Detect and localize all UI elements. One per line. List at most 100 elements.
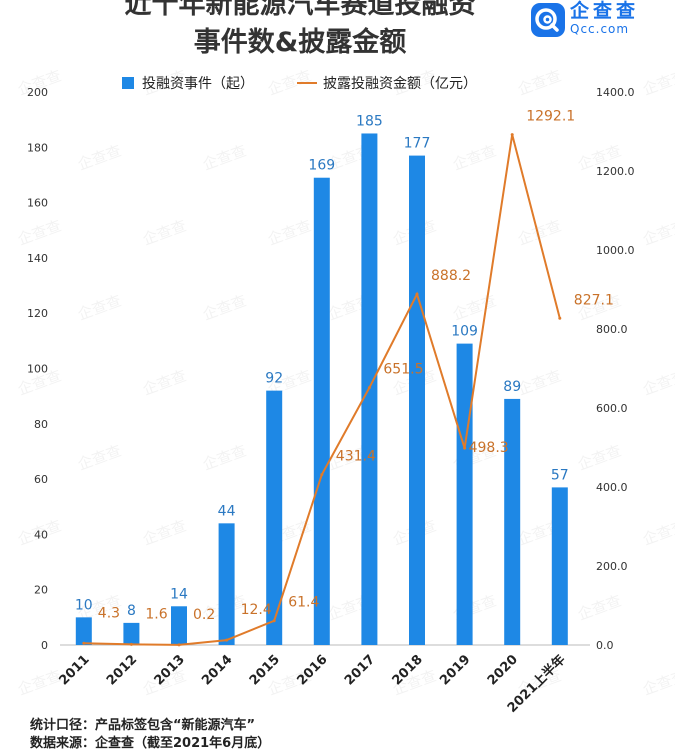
watermark-text: 企查查: [515, 66, 563, 98]
bar-value-label: 185: [356, 113, 383, 129]
bar-value-label: 57: [551, 467, 569, 483]
bar-label-group: 10 8 14 44 92 169 185 177 109 89 57: [75, 113, 569, 618]
line-point-2016: [320, 473, 324, 477]
legend-bar-swatch: [122, 77, 134, 89]
line-point-2021上半年: [558, 316, 562, 320]
watermark-text: 企查查: [140, 366, 188, 398]
bar-2015: [266, 390, 283, 645]
watermark-text: 企查查: [450, 141, 498, 173]
watermark-text: 企查查: [640, 516, 675, 548]
line-value-label: 0.2: [193, 607, 215, 623]
line-value-label: 498.3: [469, 440, 509, 456]
left-tick-label: 80: [34, 418, 48, 431]
watermark-text: 企查查: [450, 291, 498, 323]
bar-value-label: 169: [308, 158, 335, 174]
right-tick-label: 400.0: [596, 481, 628, 494]
watermark-text: 企查查: [640, 366, 675, 398]
left-tick-label: 40: [34, 528, 48, 541]
left-tick-label: 100: [27, 363, 48, 376]
bar-value-label: 10: [75, 597, 93, 613]
left-tick-label: 160: [27, 197, 48, 210]
qcc-logo: 企查查 Qcc.com: [530, 0, 670, 40]
bar-value-label: 8: [127, 603, 136, 619]
line-value-label: 888.2: [431, 268, 471, 284]
footnote-scope: 统计口径：产品标签包含“新能源汽车”: [30, 718, 256, 733]
bar-value-label: 177: [404, 136, 431, 152]
title-line-2: 事件数&披露金额: [193, 27, 407, 58]
logo-domain: Qcc.com: [570, 22, 630, 36]
watermark-text: 企查查: [75, 291, 123, 323]
watermark-text: 企查查: [200, 441, 248, 473]
left-tick-label: 0: [41, 639, 48, 652]
line-value-label: 12.4: [241, 602, 272, 618]
watermark-text: 企查查: [75, 141, 123, 173]
right-tick-label: 0.0: [596, 639, 614, 652]
bar-2021上半年: [551, 487, 568, 645]
left-tick-label: 60: [34, 473, 48, 486]
watermark-text: 企查查: [15, 216, 63, 248]
right-tick-label: 600.0: [596, 402, 628, 415]
left-tick-label: 120: [27, 307, 48, 320]
watermark-text: 企查查: [75, 441, 123, 473]
watermark-text: 企查查: [640, 66, 675, 98]
title-line-1: 近十年新能源汽车赛道投融资: [124, 0, 476, 20]
watermark-text: 企查查: [640, 666, 675, 698]
right-tick-label: 1200.0: [596, 165, 635, 178]
left-axis: 0 20 40 60 80 100 120 140 160 180 200: [27, 86, 48, 652]
x-tick-label: 2012: [104, 652, 140, 688]
watermark-layer: 企查查 企查查 企查查 企查查 企查查 企查查企查查 企查查 企查查 企查查 企查查企查查 企查查企…: [15, 66, 675, 698]
line-point-2015: [272, 619, 276, 623]
line-point-2019: [463, 446, 467, 450]
bar-2013: [171, 606, 187, 645]
x-tick-label: 2011: [56, 652, 92, 688]
line-point-2014: [225, 638, 229, 642]
bar-value-label: 44: [218, 503, 236, 519]
bar-value-label: 14: [170, 586, 188, 602]
bar-2014: [218, 523, 235, 645]
legend-bar-label: 投融资事件（起）: [142, 76, 254, 92]
bar-value-label: 89: [503, 379, 521, 395]
x-tick-label: 2017: [342, 652, 378, 688]
left-tick-label: 20: [34, 584, 48, 597]
left-tick-label: 200: [27, 86, 48, 99]
right-tick-label: 800.0: [596, 323, 628, 336]
line-label-group: 4.3 1.6 0.2 12.4 61.4 431.4 651.5 888.2 498.3 129…: [82, 109, 614, 647]
line-value-label: 1292.1: [526, 109, 575, 125]
bar-2011: [75, 617, 92, 645]
line-point-2017: [367, 386, 371, 390]
line-value-label: 4.3: [98, 605, 120, 621]
line-value-label: 827.1: [574, 292, 614, 308]
chart-title: 近十年新能源汽车赛道投融资 事件数&披露金额: [60, 0, 540, 62]
bar-value-label: 109: [451, 324, 478, 340]
watermark-text: 企查查: [200, 291, 248, 323]
x-tick-label: 2014: [199, 652, 235, 688]
legend-line-label: 披露投融资金额（亿元）: [323, 76, 477, 92]
right-tick-label: 1400.0: [596, 86, 635, 99]
line-value-label: 431.4: [336, 449, 376, 465]
bar-2019: [456, 343, 473, 645]
watermark-text: 企查查: [575, 591, 623, 623]
line-point-2018: [415, 292, 419, 296]
left-tick-label: 140: [27, 252, 48, 265]
line-value-label: 1.6: [145, 606, 167, 622]
watermark-text: 企查查: [265, 216, 313, 248]
line-point-2012: [129, 642, 133, 646]
watermark-text: 企查查: [640, 216, 675, 248]
watermark-text: 企查查: [515, 216, 563, 248]
line-value-label: 61.4: [288, 595, 319, 611]
bar-2020: [504, 398, 521, 645]
watermark-text: 企查查: [515, 366, 563, 398]
watermark-text: 企查查: [140, 216, 188, 248]
line-point-2020: [510, 133, 514, 137]
bar-2016: [313, 177, 330, 645]
bar-2018: [409, 155, 425, 645]
logo-name: 企查查: [570, 0, 640, 22]
right-tick-label: 200.0: [596, 560, 628, 573]
watermark-text: 企查查: [140, 516, 188, 548]
right-axis: 0.0 200.0 400.0 600.0 800.0 1000.0 1200.0 1400.…: [596, 86, 635, 652]
x-tick-label: 2019: [437, 652, 473, 688]
legend: 投融资事件（起） 披露投融资金额（亿元）: [122, 76, 477, 92]
watermark-text: 企查查: [575, 441, 623, 473]
line-value-label: 651.5: [383, 362, 423, 378]
